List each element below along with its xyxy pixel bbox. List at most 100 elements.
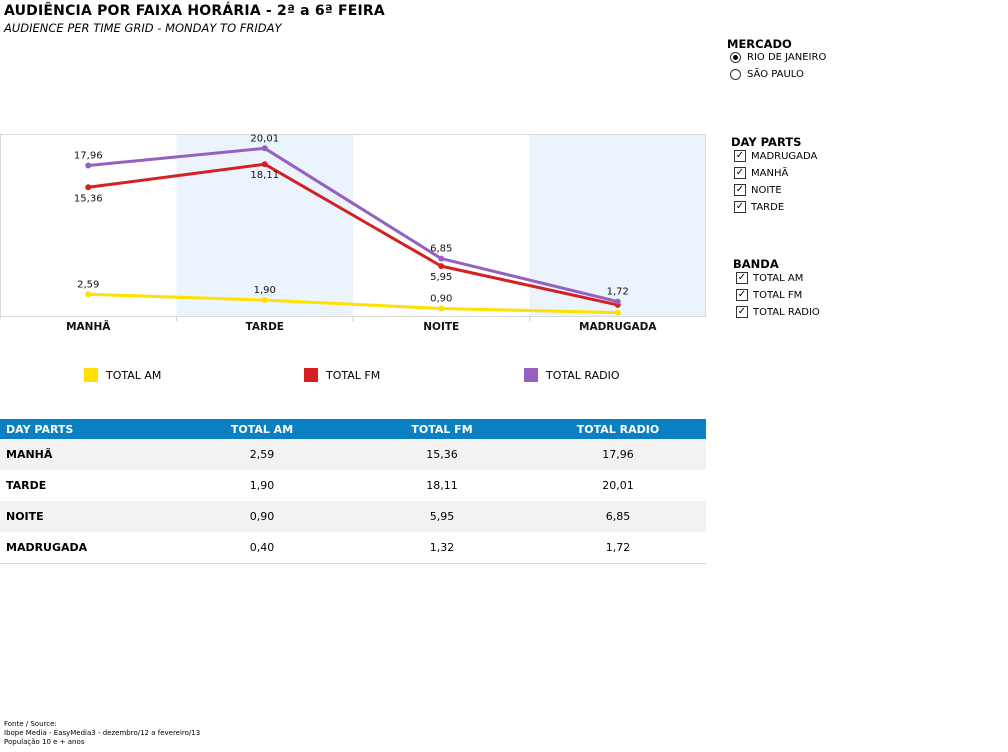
table-cell: 0,40 bbox=[249, 541, 275, 554]
column-header-total-am[interactable]: TOTAL AM bbox=[230, 422, 294, 436]
data-point-0-0 bbox=[85, 291, 92, 298]
table-cell: 17,96 bbox=[602, 448, 634, 461]
source-footer: Fonte / Source: Ibope Media - EasyMedia3… bbox=[4, 720, 200, 747]
legend-item-total-radio[interactable]: TOTAL RADIO bbox=[524, 368, 620, 382]
checkbox-checked-icon[interactable]: ✓ bbox=[736, 289, 748, 301]
table-cell: 1,32 bbox=[429, 541, 455, 554]
legend-item-total-fm[interactable]: TOTAL FM bbox=[304, 368, 380, 382]
data-point-2-3 bbox=[614, 298, 621, 305]
x-tick-label-1: TARDE bbox=[246, 321, 284, 333]
checkbox-manha[interactable]: ✓ MANHÃ bbox=[734, 167, 788, 179]
table-cell: 6,85 bbox=[605, 510, 631, 523]
page-subtitle: AUDIENCE PER TIME GRID - MONDAY TO FRIDA… bbox=[4, 21, 282, 35]
data-point-2-0 bbox=[85, 162, 92, 169]
table-cell: MADRUGADA bbox=[6, 541, 88, 554]
radio-selected-icon[interactable] bbox=[730, 52, 741, 63]
radio-label: SÃO PAULO bbox=[747, 69, 804, 80]
checkbox-label: TOTAL FM bbox=[753, 289, 803, 301]
series-line-2 bbox=[88, 146, 619, 304]
table-header: DAY PARTS TOTAL AM TOTAL FM TOTAL RADIO bbox=[0, 419, 706, 439]
data-point-2-1 bbox=[261, 145, 268, 152]
table-cell: 5,95 bbox=[429, 510, 455, 523]
series-line-1 bbox=[88, 162, 619, 307]
table-cell: MANHÃ bbox=[6, 448, 53, 461]
checkbox-checked-icon[interactable]: ✓ bbox=[734, 167, 746, 179]
data-label-1-0: 15,36 bbox=[74, 193, 103, 204]
checkbox-label: MANHÃ bbox=[751, 167, 789, 179]
legend-swatch-fm bbox=[304, 368, 318, 382]
x-tick-label-0: MANHÃ bbox=[66, 320, 111, 333]
data-label-2-3: 1,72 bbox=[607, 287, 629, 298]
column-header-total-radio[interactable]: TOTAL RADIO bbox=[576, 422, 660, 436]
band-3 bbox=[529, 134, 706, 316]
checkbox-checked-icon[interactable]: ✓ bbox=[734, 150, 746, 162]
table-row: TARDE 1,90 18,11 20,01 bbox=[0, 470, 706, 501]
data-label-1-1: 18,11 bbox=[250, 170, 279, 181]
checkbox-label: NOITE bbox=[751, 184, 782, 196]
data-point-1-2 bbox=[438, 263, 445, 270]
checkbox-checked-icon[interactable]: ✓ bbox=[734, 184, 746, 196]
data-point-2-2 bbox=[438, 255, 445, 262]
table-cell: TARDE bbox=[6, 479, 47, 492]
table-cell: 1,90 bbox=[249, 479, 275, 492]
data-label-0-2: 0,90 bbox=[430, 293, 452, 304]
footer-line: População 10 e + anos bbox=[4, 738, 85, 746]
checkbox-total-am[interactable]: ✓ TOTAL AM bbox=[736, 272, 803, 284]
checkbox-tarde[interactable]: ✓ TARDE bbox=[734, 201, 784, 213]
column-header-day-parts[interactable]: DAY PARTS bbox=[6, 422, 74, 436]
checkbox-total-radio[interactable]: ✓ TOTAL RADIO bbox=[736, 306, 820, 318]
checkbox-label: TARDE bbox=[751, 201, 785, 213]
data-label-0-1: 1,90 bbox=[254, 285, 276, 296]
table-cell: 1,72 bbox=[605, 541, 631, 554]
data-label-1-2: 5,95 bbox=[430, 272, 452, 283]
data-label-2-2: 6,85 bbox=[430, 244, 452, 255]
radio-label: RIO DE JANEIRO bbox=[747, 52, 827, 63]
radio-rio-de-janeiro[interactable]: RIO DE JANEIRO bbox=[730, 52, 826, 63]
footer-line: Ibope Media - EasyMedia3 - dezembro/12 a… bbox=[4, 729, 201, 737]
table-cell: 2,59 bbox=[249, 448, 275, 461]
line-chart: MANHÃ TARDE NOITE MADRUGADA 2,59 1,90 0,90 15,3… bbox=[0, 133, 706, 333]
mercado-filter-title: MERCADO bbox=[727, 37, 792, 51]
checkbox-label: TOTAL AM bbox=[753, 272, 804, 284]
legend-label: TOTAL AM bbox=[106, 368, 162, 382]
checkbox-madrugada[interactable]: ✓ MADRUGADA bbox=[734, 150, 817, 162]
column-header-total-fm[interactable]: TOTAL FM bbox=[411, 422, 473, 436]
data-point-0-2 bbox=[438, 305, 445, 312]
table-cell: 18,11 bbox=[426, 479, 458, 492]
table-row: NOITE 0,90 5,95 6,85 bbox=[0, 501, 706, 532]
data-point-1-1 bbox=[261, 161, 268, 168]
checkbox-checked-icon[interactable]: ✓ bbox=[734, 201, 746, 213]
legend-item-total-am[interactable]: TOTAL AM bbox=[84, 368, 161, 382]
banda-filter-title: BANDA bbox=[733, 257, 779, 271]
data-table: DAY PARTS TOTAL AM TOTAL FM TOTAL RADIO … bbox=[0, 419, 706, 564]
checkbox-label: MADRUGADA bbox=[751, 150, 818, 162]
data-label-2-0: 17,96 bbox=[74, 150, 103, 161]
data-label-0-0: 2,59 bbox=[77, 279, 99, 290]
checkbox-noite[interactable]: ✓ NOITE bbox=[734, 184, 782, 196]
legend-label: TOTAL FM bbox=[326, 368, 381, 382]
table-row: MANHÃ 2,59 15,36 17,96 bbox=[0, 439, 706, 470]
x-tick-label-2: NOITE bbox=[423, 321, 459, 333]
radio-unselected-icon[interactable] bbox=[730, 69, 741, 80]
data-point-0-1 bbox=[261, 297, 268, 304]
data-point-1-0 bbox=[85, 184, 92, 191]
x-tick-label-3: MADRUGADA bbox=[579, 321, 657, 333]
table-cell: 20,01 bbox=[602, 479, 634, 492]
table-row: MADRUGADA 0,40 1,32 1,72 bbox=[0, 532, 706, 564]
radio-sao-paulo[interactable]: SÃO PAULO bbox=[730, 69, 804, 80]
checkbox-checked-icon[interactable]: ✓ bbox=[736, 272, 748, 284]
checkbox-label: TOTAL RADIO bbox=[753, 306, 820, 318]
legend-swatch-radio bbox=[524, 368, 538, 382]
legend-label: TOTAL RADIO bbox=[546, 368, 620, 382]
data-point-0-3 bbox=[614, 309, 621, 316]
series-line-0 bbox=[88, 292, 618, 315]
legend-swatch-am bbox=[84, 368, 98, 382]
page-title: AUDIÊNCIA POR FAIXA HORÁRIA - 2ª a 6ª FE… bbox=[4, 3, 385, 19]
checkbox-total-fm[interactable]: ✓ TOTAL FM bbox=[736, 289, 802, 301]
table-cell: 15,36 bbox=[426, 448, 458, 461]
footer-line: Fonte / Source: bbox=[4, 720, 57, 728]
checkbox-checked-icon[interactable]: ✓ bbox=[736, 306, 748, 318]
table-cell: NOITE bbox=[6, 510, 44, 523]
data-label-2-1: 20,01 bbox=[250, 133, 279, 144]
table-cell: 0,90 bbox=[249, 510, 275, 523]
